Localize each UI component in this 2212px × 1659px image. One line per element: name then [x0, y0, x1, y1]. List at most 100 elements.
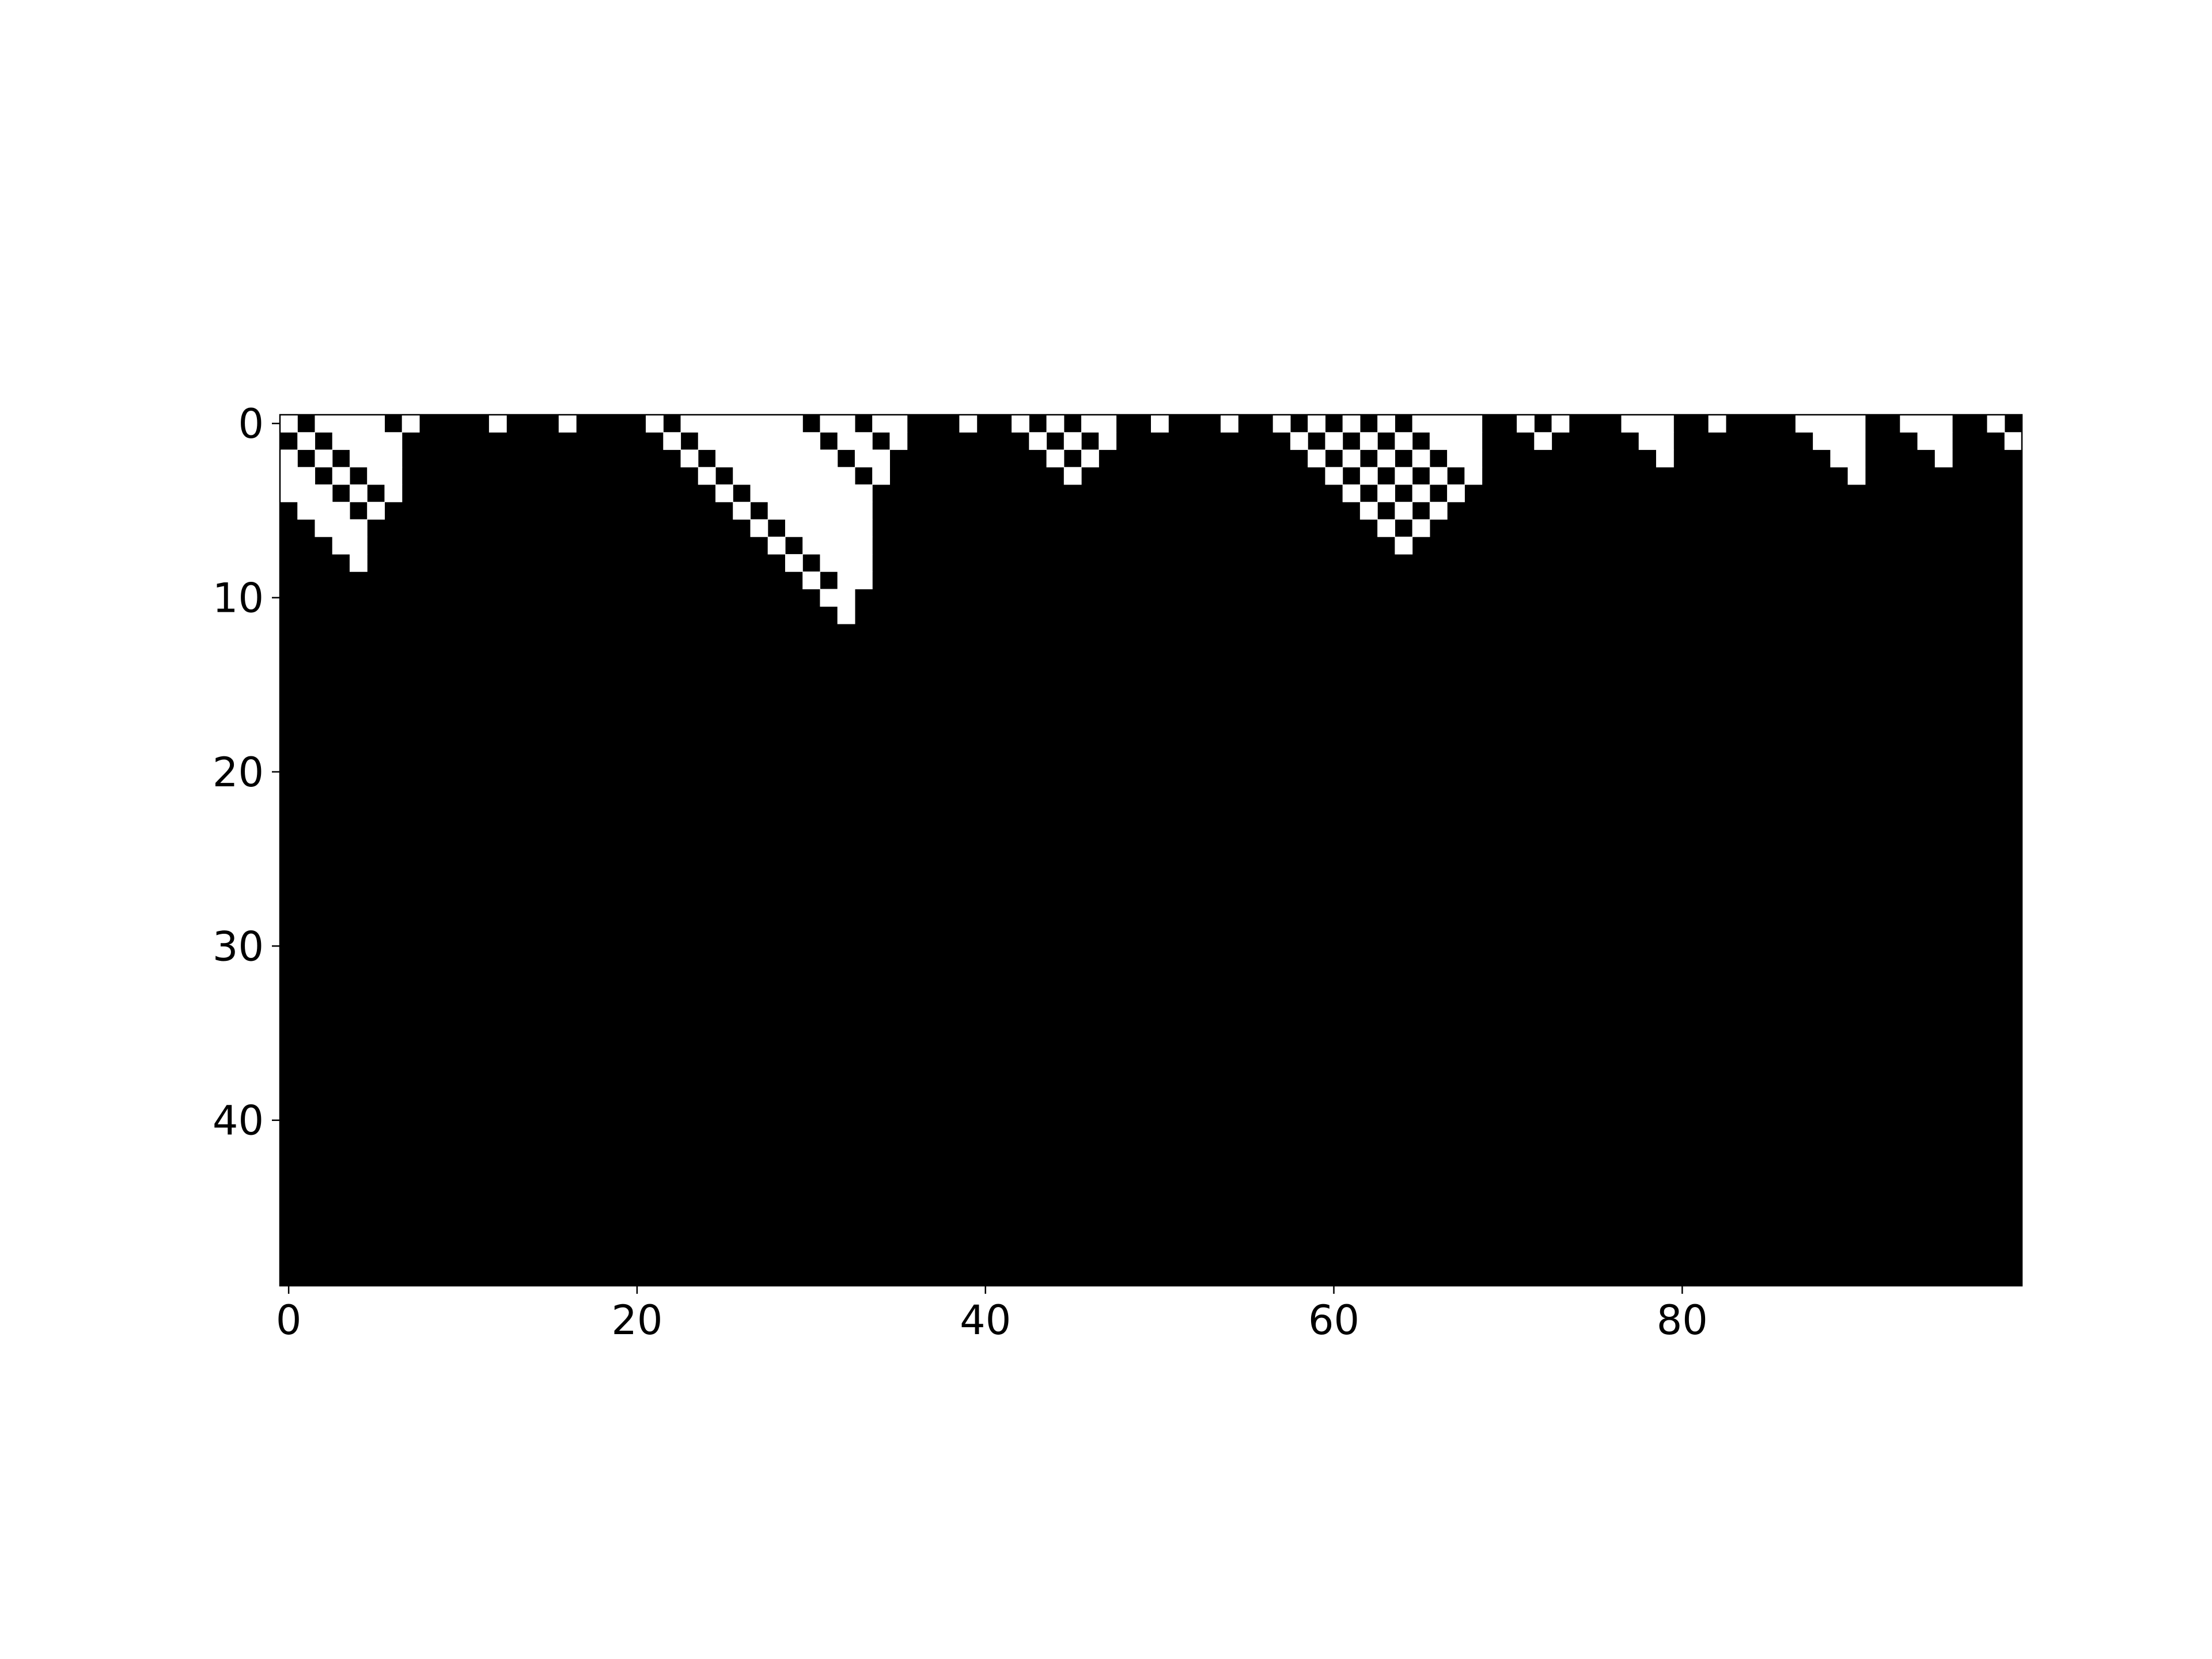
heatmap-cell — [1934, 449, 1953, 468]
heatmap-cell — [1830, 432, 1849, 450]
heatmap-cell — [349, 554, 368, 572]
heatmap-cell — [1917, 415, 1936, 433]
heatmap-cell — [349, 536, 368, 555]
heatmap-cell — [802, 571, 821, 589]
heatmap-cell — [802, 449, 821, 468]
heatmap-cell — [1099, 415, 1117, 433]
heatmap-cell — [837, 554, 855, 572]
heatmap-cell — [332, 502, 350, 520]
heatmap-cell — [1638, 432, 1657, 450]
heatmap-cell — [315, 449, 333, 468]
heatmap-cell — [837, 484, 855, 502]
heatmap-cell — [1099, 432, 1117, 450]
heatmap-cell — [750, 519, 768, 537]
heatmap-cell — [785, 502, 803, 520]
heatmap-cell — [1359, 502, 1378, 520]
heatmap-cell — [837, 536, 855, 555]
heatmap-cell — [1412, 519, 1430, 537]
x-tick-label: 0 — [276, 1297, 302, 1344]
heatmap-cell — [837, 502, 855, 520]
heatmap-cell — [1934, 415, 1953, 433]
x-axis: 0 20 40 60 80 — [276, 1286, 1708, 1344]
heatmap-cell — [1081, 415, 1099, 433]
heatmap-cell — [889, 432, 908, 450]
y-axis: 0 10 20 30 40 — [213, 400, 280, 1145]
heatmap-cell — [837, 571, 855, 589]
heatmap-cell — [820, 467, 838, 485]
heatmap-cell — [1638, 415, 1657, 433]
heatmap-cell — [785, 554, 803, 572]
heatmap-cell — [1656, 449, 1674, 468]
heatmap-cell — [1012, 415, 1029, 433]
heatmap-cell — [698, 467, 716, 485]
heatmap-cell — [1830, 415, 1849, 433]
heatmap-cell — [1830, 449, 1849, 468]
heatmap-cell — [715, 415, 733, 433]
heatmap-cell — [1447, 449, 1465, 468]
heatmap-cell — [715, 432, 733, 450]
heatmap-cell — [1395, 467, 1413, 485]
heatmap-cell — [1464, 467, 1483, 485]
heatmap-cell — [733, 449, 751, 468]
heatmap-cell — [1847, 449, 1866, 468]
heatmap-cell — [1342, 415, 1361, 433]
heatmap-cell — [680, 449, 699, 468]
heatmap-cell — [872, 467, 890, 485]
heatmap-cell — [854, 432, 873, 450]
heatmap-cell — [1377, 415, 1395, 433]
heatmap-cell — [297, 467, 316, 485]
heatmap-cell — [837, 415, 855, 433]
heatmap-cell — [384, 484, 403, 502]
heatmap-cell — [733, 415, 751, 433]
heatmap-cell — [1151, 415, 1169, 433]
heatmap-cell — [750, 449, 768, 468]
heatmap-cell — [1308, 415, 1325, 433]
heatmap-cell — [820, 449, 838, 468]
heatmap-cell — [1551, 415, 1570, 433]
heatmap-cell — [820, 589, 838, 607]
heatmap-cell — [802, 484, 821, 502]
heatmap-cells — [280, 415, 2022, 624]
heatmap-cell — [1847, 432, 1866, 450]
heatmap-cell — [837, 589, 855, 607]
heatmap-cell — [1900, 415, 1918, 433]
heatmap-cell — [1847, 415, 1866, 433]
heatmap-cell — [1412, 449, 1430, 468]
heatmap-cell — [367, 449, 385, 468]
heatmap-cell — [889, 415, 908, 433]
heatmap-cell — [750, 432, 768, 450]
heatmap-cell — [1656, 415, 1674, 433]
heatmap-cell — [872, 449, 890, 468]
heatmap-cell — [680, 415, 699, 433]
heatmap-cell — [1342, 449, 1361, 468]
heatmap-cell — [854, 519, 873, 537]
heatmap-cell — [332, 519, 350, 537]
heatmap-cell — [1917, 432, 1936, 450]
heatmap-plot-area — [279, 414, 2023, 1287]
heatmap-cell — [315, 519, 333, 537]
heatmap-cell — [854, 502, 873, 520]
plot-frame — [279, 414, 2023, 1287]
heatmap-cell — [1813, 415, 1831, 433]
heatmap-cell — [315, 484, 333, 502]
heatmap-cell — [1081, 449, 1099, 468]
y-tick-label: 40 — [213, 1097, 264, 1145]
heatmap-cell — [1029, 432, 1047, 450]
heatmap-cell — [367, 432, 385, 450]
heatmap-cell — [367, 415, 385, 433]
heatmap-cell — [402, 415, 420, 433]
heatmap-cell — [315, 502, 333, 520]
heatmap-cell — [872, 415, 890, 433]
heatmap-cell — [715, 484, 733, 502]
heatmap-cell — [1813, 432, 1831, 450]
heatmap-cell — [785, 467, 803, 485]
heatmap-cell — [1447, 415, 1465, 433]
heatmap-cell — [280, 467, 298, 485]
heatmap-cell — [663, 432, 681, 450]
heatmap-cell — [854, 571, 873, 589]
heatmap-cell — [750, 467, 768, 485]
heatmap-cell — [1464, 432, 1483, 450]
heatmap-cell — [1395, 536, 1413, 555]
heatmap-cell — [1429, 432, 1448, 450]
heatmap-cell — [1063, 432, 1082, 450]
